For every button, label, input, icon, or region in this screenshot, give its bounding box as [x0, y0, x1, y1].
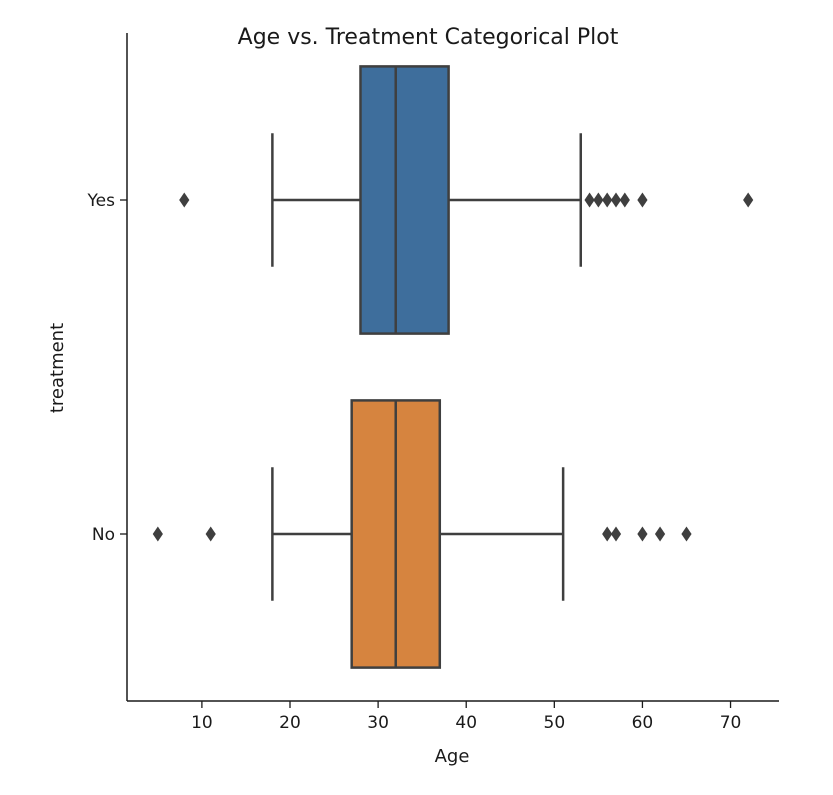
outlier-point — [637, 192, 648, 208]
outlier-point — [602, 526, 613, 542]
chart-title: Age vs. Treatment Categorical Plot — [238, 25, 619, 50]
x-axis-label: Age — [435, 746, 470, 767]
y-tick-label: Yes — [87, 191, 116, 211]
x-tick-label: 70 — [720, 713, 742, 733]
x-tick-label: 60 — [632, 713, 654, 733]
outlier-point — [681, 526, 692, 542]
outlier-point — [152, 526, 163, 542]
box-group-yes — [179, 65, 754, 335]
box-group-no — [152, 399, 692, 669]
x-tick-label: 10 — [191, 713, 213, 733]
outlier-point — [593, 192, 604, 208]
y-tick-label: No — [92, 525, 115, 545]
outlier-point — [654, 526, 666, 542]
outlier-point — [619, 192, 630, 208]
outlier-point — [743, 192, 754, 208]
outlier-point — [637, 526, 648, 542]
outlier-point — [602, 192, 613, 208]
x-tick-label: 30 — [367, 713, 389, 733]
axes: Yes No 10 20 30 40 50 60 70 — [87, 191, 742, 733]
plot-area — [152, 65, 754, 669]
outlier-point — [205, 526, 216, 542]
x-tick-label: 20 — [279, 713, 301, 733]
box-yes — [359, 65, 450, 335]
y-axis-label: treatment — [47, 323, 68, 413]
outlier-point — [610, 192, 622, 208]
x-tick-label: 40 — [455, 713, 477, 733]
outlier-point — [179, 192, 190, 208]
outlier-point — [584, 192, 595, 208]
x-tick-label: 50 — [544, 713, 566, 733]
outlier-point — [610, 526, 622, 542]
